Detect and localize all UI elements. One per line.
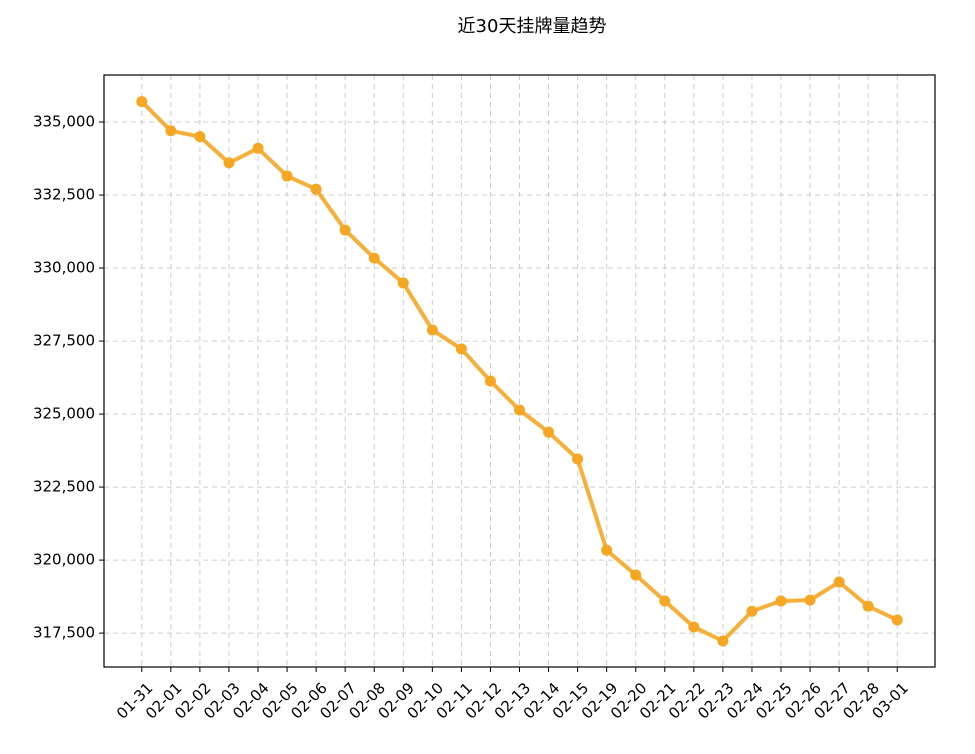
point [455,343,467,355]
point [194,131,206,143]
plot-frame [103,74,936,668]
point [717,635,729,647]
point [368,252,380,264]
point [746,605,758,617]
point [514,404,525,416]
point [136,96,148,108]
point [862,600,874,612]
y-tick-label: 332,500 [33,186,95,204]
point [252,142,264,154]
chart-title: 近30天挂牌量趋势 [458,16,607,37]
y-tick-label: 317,500 [33,624,95,642]
point [688,621,700,633]
point [339,224,351,236]
point [484,375,496,387]
point [659,595,671,607]
point [543,426,555,438]
point [165,125,177,137]
y-tick-label: 330,000 [33,259,95,277]
point [630,569,642,581]
point [426,324,438,336]
point [310,183,322,195]
point [397,277,409,289]
point [572,453,584,465]
y-tick-label: 327,500 [33,332,95,350]
point [833,576,845,588]
y-tick-label: 335,000 [33,113,95,131]
y-tick-label: 320,000 [33,551,95,569]
y-tick-label: 325,000 [33,405,95,423]
y-tick-label: 322,500 [33,478,95,496]
point [223,157,235,169]
point [601,544,613,556]
point [281,170,293,182]
point [804,594,816,606]
point [775,595,787,607]
point [891,614,903,626]
